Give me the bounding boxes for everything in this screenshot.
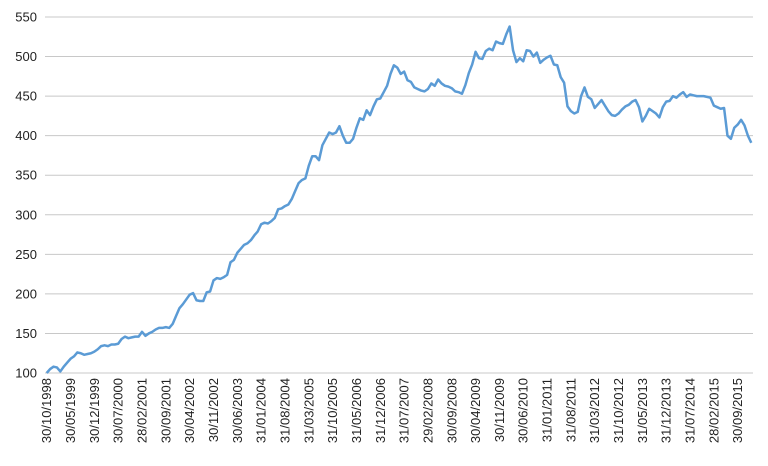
x-tick-label: 31/08/2011: [563, 378, 578, 442]
x-tick-label: 31/03/2005: [301, 378, 316, 443]
x-tick-label: 30/07/2000: [111, 378, 126, 443]
line-series: [45, 25, 753, 374]
x-tick-label: 30/09/2001: [158, 378, 173, 443]
y-tick-label: 350: [15, 168, 37, 183]
x-tick-label: 29/02/2008: [420, 378, 435, 443]
y-tick-label: 200: [15, 286, 37, 301]
y-tick-label: 550: [15, 10, 37, 25]
y-tick-label: 100: [15, 366, 37, 381]
x-tick-label: 31/05/2013: [635, 378, 650, 443]
x-tick-label: 30/04/2002: [182, 378, 197, 443]
y-tick-label: 150: [15, 326, 37, 341]
x-tick-label: 30/12/1999: [87, 378, 102, 443]
x-tick-label: 31/07/2014: [683, 378, 698, 443]
y-tick-label: 300: [15, 207, 37, 222]
x-tick-label: 28/02/2001: [135, 378, 150, 443]
x-tick-label: 30/11/2009: [492, 378, 507, 442]
x-tick-label: 31/01/2011: [540, 378, 555, 442]
x-tick-label: 31/01/2004: [254, 378, 269, 443]
x-tick-label: 30/04/2009: [468, 378, 483, 443]
x-tick-label: 31/05/2006: [349, 378, 364, 443]
x-tick-label: 31/12/2013: [659, 378, 674, 443]
x-tick-label: 30/11/2002: [206, 378, 221, 442]
x-tick-label: 30/10/1998: [39, 378, 54, 443]
x-tick-label: 31/10/2012: [611, 378, 626, 443]
y-tick-label: 500: [15, 49, 37, 64]
x-tick-label: 30/09/2015: [730, 378, 745, 443]
y-tick-label: 400: [15, 128, 37, 143]
y-tick-label: 250: [15, 247, 37, 262]
x-tick-label: 28/02/2015: [706, 378, 721, 443]
y-tick-label: 450: [15, 89, 37, 104]
x-tick-label: 31/08/2004: [277, 378, 292, 443]
x-tick-label: 31/07/2007: [397, 378, 412, 443]
x-tick-label: 30/06/2010: [516, 378, 531, 443]
x-tick-label: 31/10/2005: [325, 378, 340, 443]
x-tick-label: 31/03/2012: [587, 378, 602, 443]
x-tick-label: 30/06/2003: [230, 378, 245, 443]
x-tick-label: 30/05/1999: [63, 378, 78, 443]
x-tick-label: 31/12/2006: [373, 378, 388, 443]
x-tick-label: 30/09/2008: [444, 378, 459, 443]
